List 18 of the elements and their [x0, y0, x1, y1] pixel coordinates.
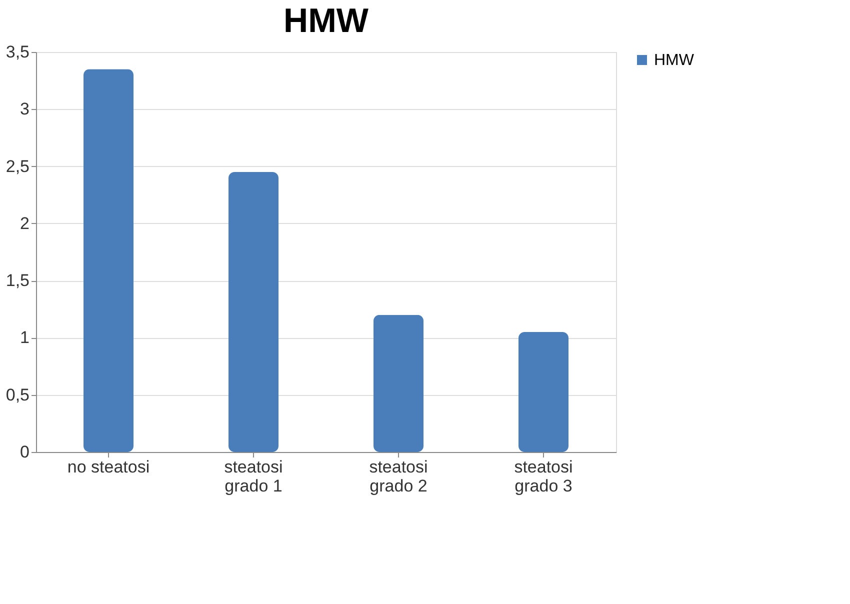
bar	[84, 69, 134, 452]
bar	[374, 314, 424, 452]
x-tick-label: steatosi grado 1	[224, 458, 283, 496]
y-tick-label: 1	[20, 328, 30, 348]
chart-title: HMW	[284, 2, 370, 40]
x-tick-label: steatosi grado 3	[514, 458, 573, 496]
y-tick-label: 3	[20, 100, 30, 119]
y-tick-label: 2,5	[6, 156, 30, 176]
y-tick-label: 3,5	[6, 42, 30, 62]
y-tick-label: 0,5	[6, 385, 30, 404]
x-tick-label: no steatosi	[67, 458, 150, 476]
y-tick-label: 1,5	[6, 271, 30, 290]
x-tick-label: steatosi grado 2	[369, 458, 428, 496]
bar	[518, 332, 568, 452]
y-tick-label: 2	[20, 214, 30, 233]
bar	[228, 172, 278, 452]
y-tick-label: 0	[20, 442, 30, 462]
legend-label: HMW	[654, 52, 695, 69]
